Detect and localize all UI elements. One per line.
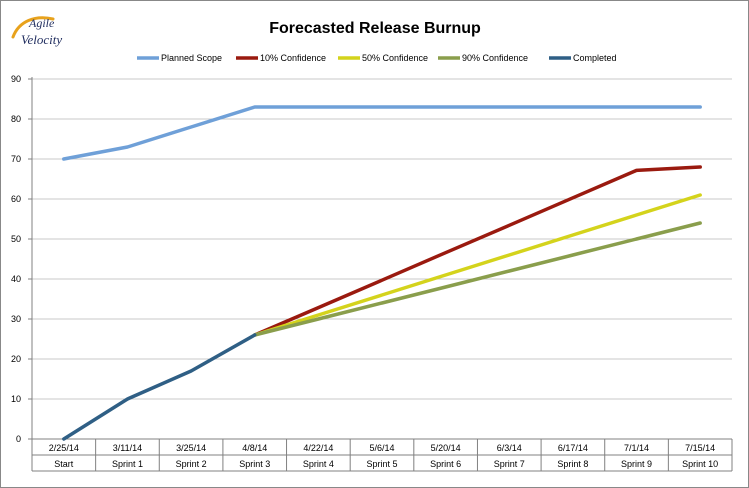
x-date-label: 6/3/14 — [497, 443, 522, 453]
x-sprint-label: Sprint 2 — [176, 459, 207, 469]
y-tick-label: 20 — [11, 354, 21, 364]
agile-velocity-logo: Agile Velocity — [11, 16, 62, 47]
x-date-label: 6/17/14 — [558, 443, 588, 453]
y-tick-label: 40 — [11, 274, 21, 284]
legend-label: 10% Confidence — [260, 53, 326, 63]
series-line-completed — [62, 333, 257, 441]
chart-legend: Planned Scope 10% Confidence 50% Confidenc… — [137, 53, 617, 63]
series-line-10-confidence — [252, 165, 702, 337]
gridlines — [32, 78, 732, 400]
logo-swoosh — [11, 16, 55, 39]
y-tick-label: 90 — [11, 74, 21, 84]
series-lines — [62, 105, 702, 441]
y-tick-label: 80 — [11, 114, 21, 124]
x-date-label: 3/25/14 — [176, 443, 206, 453]
series-line-planned-scope — [62, 105, 702, 161]
series-line-50-confidence — [252, 193, 702, 337]
x-date-label: 4/22/14 — [303, 443, 333, 453]
x-date-label: 2/25/14 — [49, 443, 79, 453]
x-date-label: 7/1/14 — [624, 443, 649, 453]
legend-label: Planned Scope — [161, 53, 222, 63]
x-axis: 2/25/14 3/11/14 3/25/14 4/8/14 4/22/14 5/6/14… — [31, 438, 733, 472]
x-date-label: 4/8/14 — [242, 443, 267, 453]
x-sprint-label: Sprint 1 — [112, 459, 143, 469]
y-axis: 0 10 20 30 40 50 60 70 80 90 — [11, 74, 33, 471]
x-date-label: 3/11/14 — [113, 443, 142, 453]
y-tick-label: 50 — [11, 234, 21, 244]
legend-label: 50% Confidence — [362, 53, 428, 63]
y-tick-label: 0 — [16, 434, 21, 444]
y-tick-label: 60 — [11, 194, 21, 204]
y-tick-label: 30 — [11, 314, 21, 324]
logo-line2: Velocity — [21, 32, 62, 47]
x-sprint-label: Sprint 8 — [557, 459, 588, 469]
x-sprint-label: Sprint 4 — [303, 459, 334, 469]
x-date-label: 7/15/14 — [685, 443, 715, 453]
x-sprint-label: Sprint 10 — [682, 459, 718, 469]
x-sprint-label: Sprint 5 — [366, 459, 397, 469]
x-sprint-label: Sprint 3 — [239, 459, 270, 469]
x-sprint-label: Sprint 7 — [494, 459, 525, 469]
x-sprint-label: Sprint 6 — [430, 459, 461, 469]
chart-title: Forecasted Release Burnup — [269, 20, 481, 37]
logo-line1: Agile — [28, 16, 55, 30]
x-date-label: 5/20/14 — [431, 443, 461, 453]
legend-label: Completed — [573, 53, 617, 63]
x-sprint-label: Sprint 9 — [621, 459, 652, 469]
y-tick-label: 70 — [11, 154, 21, 164]
legend-label: 90% Confidence — [462, 53, 528, 63]
x-sprint-label: Start — [54, 459, 74, 469]
y-tick-label: 10 — [11, 394, 21, 404]
series-line-90-confidence — [252, 221, 702, 337]
x-date-label: 5/6/14 — [369, 443, 394, 453]
